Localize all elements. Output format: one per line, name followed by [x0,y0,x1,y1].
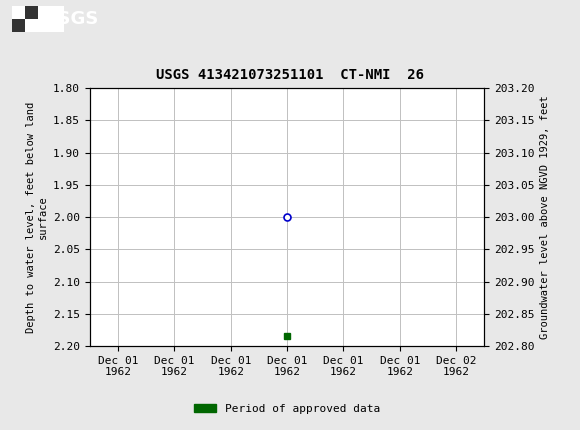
Legend: Period of approved data: Period of approved data [190,399,385,418]
Y-axis label: Groundwater level above NGVD 1929, feet: Groundwater level above NGVD 1929, feet [540,95,550,339]
Text: USGS 413421073251101  CT-NMI  26: USGS 413421073251101 CT-NMI 26 [156,68,424,83]
Text: USGS: USGS [44,10,99,28]
Y-axis label: Depth to water level, feet below land
surface: Depth to water level, feet below land su… [26,101,48,333]
Bar [24,6,38,19]
Bar [12,19,24,32]
Bar [12,6,64,32]
